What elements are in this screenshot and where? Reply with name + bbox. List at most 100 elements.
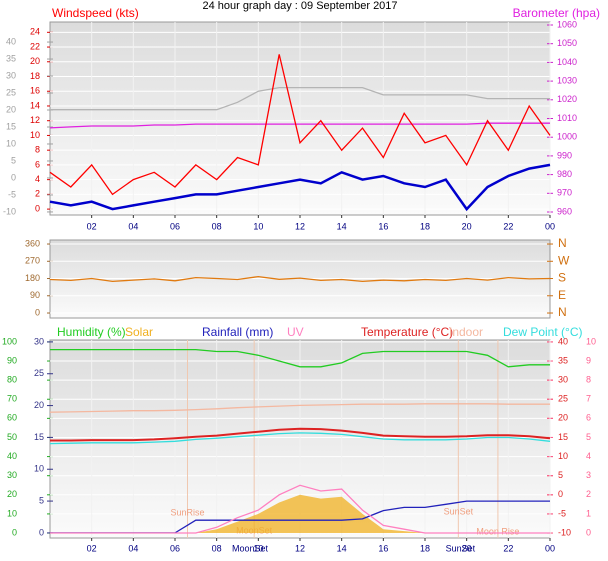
y-tick-label: 90 — [7, 355, 17, 365]
y3-tick-label: 35 — [6, 53, 16, 63]
y2-tick-label: N — [558, 305, 567, 319]
y2-tick-label: 1020 — [557, 94, 577, 104]
series-line — [49, 54, 551, 196]
x-tick-label: 10 — [253, 543, 263, 553]
legend-label: Dew Point (°C) — [503, 325, 582, 339]
y-tick-label: 0 — [12, 527, 17, 537]
y2-tick-label: 30 — [558, 375, 568, 385]
y2-tick-label: 1040 — [557, 57, 577, 67]
x-tick-label: 14 — [337, 543, 347, 553]
x-tick-label: 00 — [545, 543, 555, 553]
legend-label: UV — [287, 325, 304, 339]
y2-tick-label: 1010 — [557, 113, 577, 123]
event-label: SunRise — [170, 507, 204, 517]
legend-label: Windspeed (kts) — [52, 6, 139, 20]
x-tick-label: 02 — [87, 221, 97, 231]
y3-tick-label: 30 — [6, 70, 16, 80]
y2-tick-label: 20 — [558, 413, 568, 423]
x-tick-label: 08 — [212, 221, 222, 231]
series-line — [49, 122, 550, 129]
x-tick-label: 06 — [170, 221, 180, 231]
y-tick-label: 18 — [30, 71, 40, 81]
event-axis-label: SunSet — [446, 543, 476, 553]
y3-tick-label: 0 — [39, 527, 44, 537]
series-line — [50, 484, 550, 534]
event-label: Moon Rise — [476, 526, 519, 536]
x-tick-label: 18 — [420, 221, 430, 231]
y2-tick-label: 1060 — [557, 19, 577, 29]
y2-tick-label: 1000 — [557, 132, 577, 142]
x-tick-label: 12 — [295, 221, 305, 231]
y4-tick-label: 7 — [586, 394, 591, 404]
x-tick-label: 08 — [212, 543, 222, 553]
x-tick-label: 22 — [503, 543, 513, 553]
y-tick-label: 100 — [2, 336, 17, 346]
x-tick-label: 00 — [545, 221, 555, 231]
y-tick-label: 270 — [25, 256, 40, 266]
y-tick-label: 22 — [30, 41, 40, 51]
legend-label: Humidity (%) — [57, 325, 126, 339]
y4-tick-label: 5 — [586, 432, 591, 442]
y3-tick-label: 10 — [34, 464, 44, 474]
event-axis-label: MoonSet — [232, 543, 269, 553]
y-tick-label: 360 — [25, 238, 40, 248]
y3-tick-label: 10 — [6, 138, 16, 148]
y-tick-label: 24 — [30, 27, 40, 37]
y4-tick-label: 2 — [586, 489, 591, 499]
y2-tick-label: E — [558, 288, 566, 302]
y2-tick-label: 990 — [557, 150, 572, 160]
y-tick-label: 70 — [7, 394, 17, 404]
series-line — [50, 348, 550, 368]
y-tick-label: 0 — [35, 307, 40, 317]
y-tick-label: 14 — [30, 100, 40, 110]
y4-tick-label: 9 — [586, 355, 591, 365]
y2-tick-label: 15 — [558, 432, 568, 442]
y4-tick-label: 1 — [586, 508, 591, 518]
y2-tick-label: W — [558, 253, 570, 267]
y3-tick-label: 5 — [39, 495, 44, 505]
legend-label: Rainfall (mm) — [202, 325, 273, 339]
y-tick-label: 8 — [35, 145, 40, 155]
y2-tick-label: 0 — [558, 489, 563, 499]
x-tick-label: 12 — [295, 543, 305, 553]
y-tick-label: 80 — [7, 375, 17, 385]
y3-tick-label: 20 — [34, 400, 44, 410]
legend-label: Temperature (°C) — [361, 325, 453, 339]
series-line — [49, 163, 551, 212]
series-line — [49, 403, 550, 413]
y2-tick-label: 970 — [557, 188, 572, 198]
y-tick-label: 20 — [7, 489, 17, 499]
y4-tick-label: 4 — [586, 451, 591, 461]
y3-tick-label: -5 — [8, 189, 16, 199]
y2-tick-label: 40 — [558, 336, 568, 346]
y-tick-label: 50 — [7, 432, 17, 442]
y-tick-label: 2 — [35, 189, 40, 199]
y3-tick-label: 25 — [34, 368, 44, 378]
y-tick-label: 10 — [30, 130, 40, 140]
x-tick-label: 14 — [337, 221, 347, 231]
y3-tick-label: -10 — [3, 206, 16, 216]
series-line — [49, 275, 551, 283]
y2-tick-label: -5 — [558, 508, 566, 518]
y3-tick-label: 15 — [34, 432, 44, 442]
legend-label: Indoor — [449, 325, 483, 339]
y3-tick-label: 0 — [11, 172, 16, 182]
y-tick-label: 0 — [35, 203, 40, 213]
y3-tick-label: 30 — [34, 336, 44, 346]
y2-tick-label: 1030 — [557, 75, 577, 85]
y4-tick-label: 10 — [586, 336, 596, 346]
y2-tick-label: 960 — [557, 206, 572, 216]
y2-tick-label: 10 — [558, 451, 568, 461]
y-tick-label: 60 — [7, 413, 17, 423]
y-tick-label: 20 — [30, 56, 40, 66]
series-area — [50, 494, 550, 534]
y-tick-label: 30 — [7, 470, 17, 480]
x-tick-label: 16 — [378, 543, 388, 553]
y3-tick-label: 40 — [6, 36, 16, 46]
x-tick-label: 04 — [128, 221, 138, 231]
x-tick-label: 16 — [378, 221, 388, 231]
y2-tick-label: N — [558, 236, 567, 250]
y4-tick-label: 6 — [586, 413, 591, 423]
y2-tick-label: 25 — [558, 394, 568, 404]
